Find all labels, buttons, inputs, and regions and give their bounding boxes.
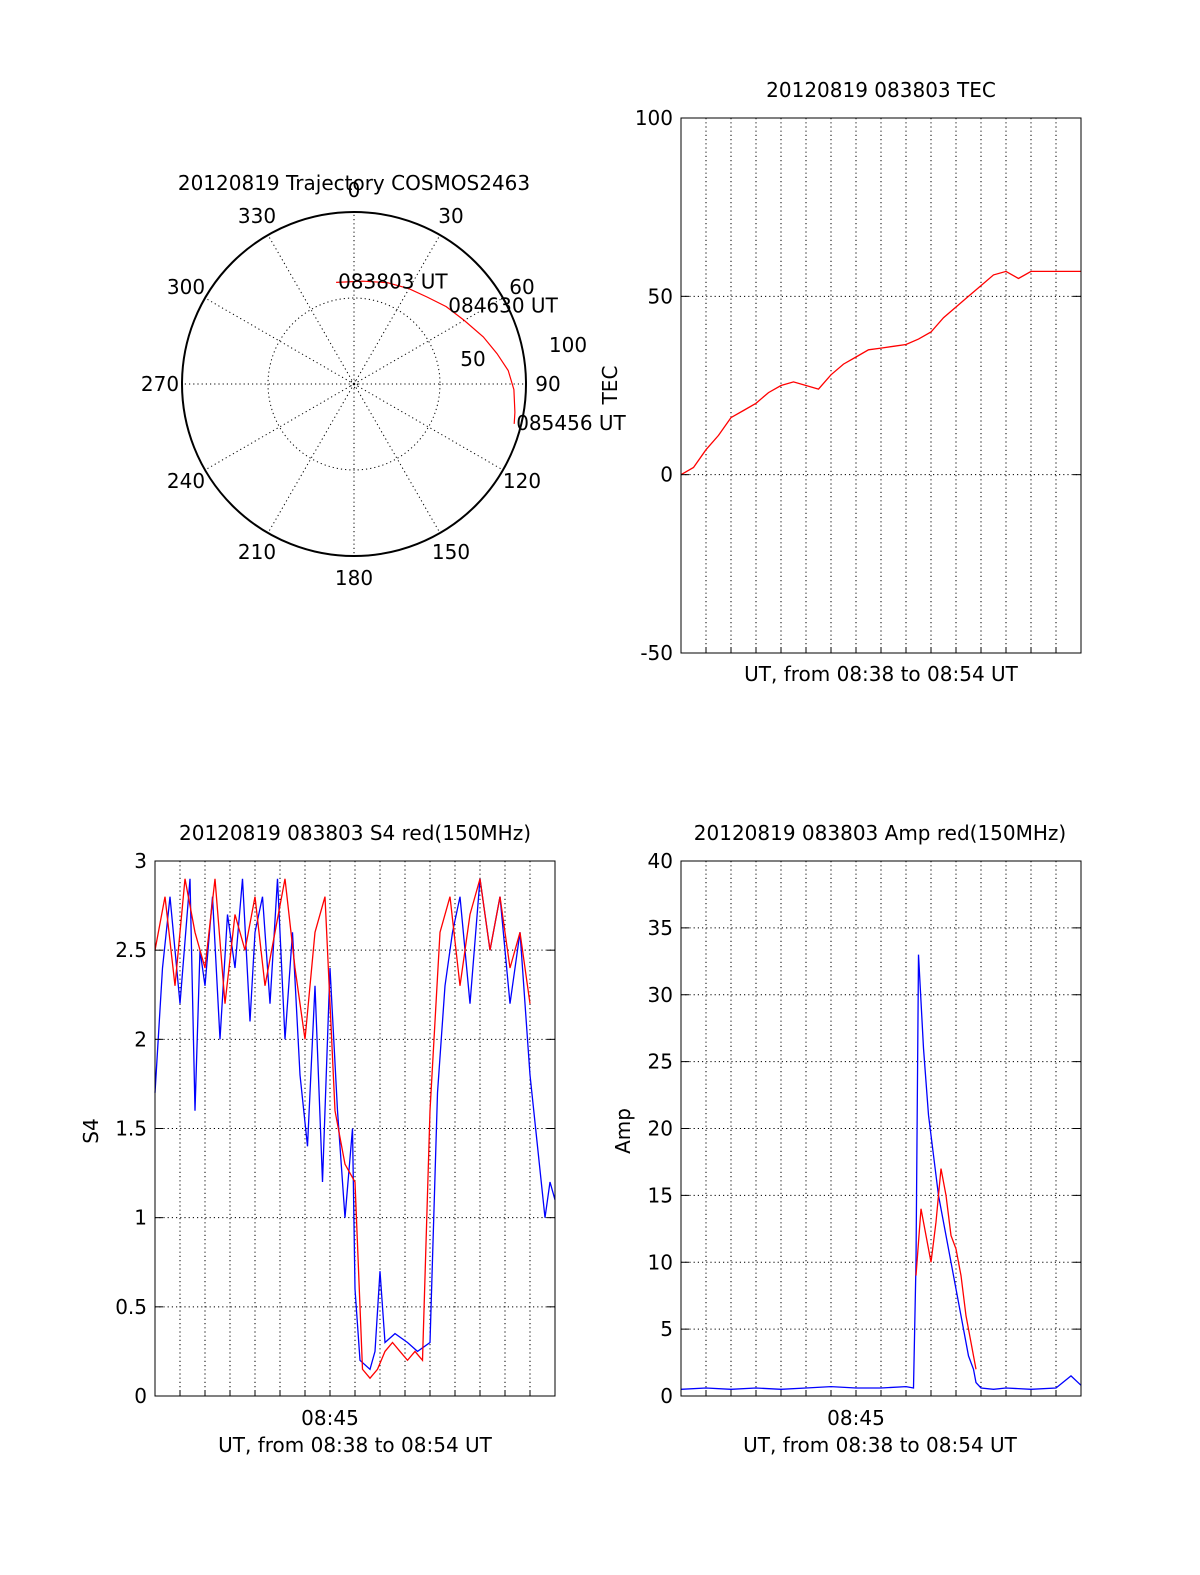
radial-label-100: 100 (549, 333, 587, 357)
azimuth-label: 210 (238, 540, 276, 564)
polar-spoke (353, 297, 504, 385)
tec-grid (681, 118, 1081, 653)
y-tick-label: 40 (648, 849, 673, 873)
amp-xtick: 08:45 (827, 1406, 885, 1430)
series-red-line (680, 270, 1081, 476)
s4-y-ticks: 0 0.5 1 1.5 2 2.5 3 (115, 849, 555, 1408)
y-tick-label: 0 (660, 463, 673, 487)
y-tick-label: 0 (660, 1384, 673, 1408)
radial-label-50: 50 (460, 347, 485, 371)
amp-xlabel: UT, from 08:38 to 08:54 UT (743, 1433, 1018, 1457)
tec-ylabel: TEC (598, 366, 622, 406)
azimuth-label: 330 (238, 204, 276, 228)
azimuth-label: 90 (535, 372, 560, 396)
y-tick-label: 15 (648, 1183, 673, 1207)
y-tick-label: 20 (648, 1117, 673, 1141)
azimuth-label: 120 (503, 469, 541, 493)
y-tick-label: 50 (648, 284, 673, 308)
azimuth-label: 270 (141, 372, 179, 396)
tec-title: 20120819 083803 TEC (766, 78, 996, 102)
polar-spoke (353, 383, 441, 534)
amp-panel: 20120819 083803 Amp red(150MHz) 0 5 10 15 20… (611, 821, 1082, 1457)
y-tick-label: 2.5 (115, 938, 147, 962)
polar-grid (181, 211, 527, 557)
polar-trajectory-plot: 20120819 Trajectory COSMOS2463 0 30 60 90 12… (141, 171, 627, 590)
series-red-line (915, 1168, 977, 1370)
y-tick-label: 5 (660, 1317, 673, 1341)
trajectory-time-label: 085456 UT (516, 411, 626, 435)
polar-spoke (204, 383, 355, 471)
azimuth-label: 30 (438, 204, 463, 228)
y-tick-label: 35 (648, 916, 673, 940)
polar-spoke (353, 383, 504, 471)
azimuth-label: 0 (348, 178, 361, 202)
y-tick-label: 2 (134, 1027, 147, 1051)
s4-title: 20120819 083803 S4 red(150MHz) (179, 821, 531, 845)
y-tick-label: 1 (134, 1206, 147, 1230)
azimuth-label: 180 (335, 566, 373, 590)
y-tick-label: 3 (134, 849, 147, 873)
polar-spoke (353, 234, 441, 385)
polar-spoke (267, 234, 355, 385)
tec-xlabel: UT, from 08:38 to 08:54 UT (744, 662, 1019, 686)
polar-azimuth-labels: 0 30 60 90 120 150 180 210 240 270 300 330 (141, 178, 561, 590)
series-blue-line (680, 954, 1082, 1390)
tec-y-ticks: -50 0 50 100 (635, 106, 1081, 665)
trajectory-time-label: 083803 UT (338, 269, 448, 293)
s4-xlabel: UT, from 08:38 to 08:54 UT (218, 1433, 493, 1457)
polar-title: 20120819 Trajectory COSMOS2463 (178, 171, 530, 195)
polar-outer-ring (181, 211, 527, 557)
series-red-line (154, 878, 531, 1380)
y-tick-label: 100 (635, 106, 673, 130)
series-blue-line (154, 878, 556, 1371)
azimuth-label: 300 (167, 275, 205, 299)
y-tick-label: 0.5 (115, 1295, 147, 1319)
s4-grid (155, 861, 555, 1396)
y-tick-label: -50 (640, 641, 673, 665)
polar-spoke (267, 383, 355, 534)
y-tick-label: 10 (648, 1250, 673, 1274)
polar-ring-1 (350, 380, 358, 388)
amp-title: 20120819 083803 Amp red(150MHz) (694, 821, 1066, 845)
trajectory-time-label: 084630 UT (448, 294, 558, 318)
tec-panel: 20120819 083803 TEC -50 0 50 100 TEC UT, fr… (598, 78, 1082, 686)
s4-panel: 20120819 083803 S4 red(150MHz) 0 0.5 1 1.5 2… (79, 821, 556, 1457)
s4-series (154, 878, 556, 1380)
trajectory-line (336, 280, 516, 424)
y-tick-label: 0 (134, 1384, 147, 1408)
polar-radial-labels: 50 100 (460, 333, 587, 371)
azimuth-label: 150 (432, 540, 470, 564)
amp-ylabel: Amp (611, 1108, 635, 1154)
s4-ylabel: S4 (79, 1118, 103, 1143)
azimuth-label: 240 (167, 469, 205, 493)
tec-series (680, 270, 1081, 476)
s4-xtick: 08:45 (301, 1406, 359, 1430)
polar-ring-0 (267, 297, 441, 471)
amp-series (680, 954, 1082, 1390)
polar-spoke (204, 297, 355, 385)
azimuth-label: 60 (509, 275, 534, 299)
amp-y-ticks: 0 5 10 15 20 25 30 35 40 (648, 849, 1081, 1408)
amp-grid (681, 861, 1081, 1396)
y-tick-label: 1.5 (115, 1117, 147, 1141)
y-tick-label: 25 (648, 1050, 673, 1074)
y-tick-label: 30 (648, 983, 673, 1007)
